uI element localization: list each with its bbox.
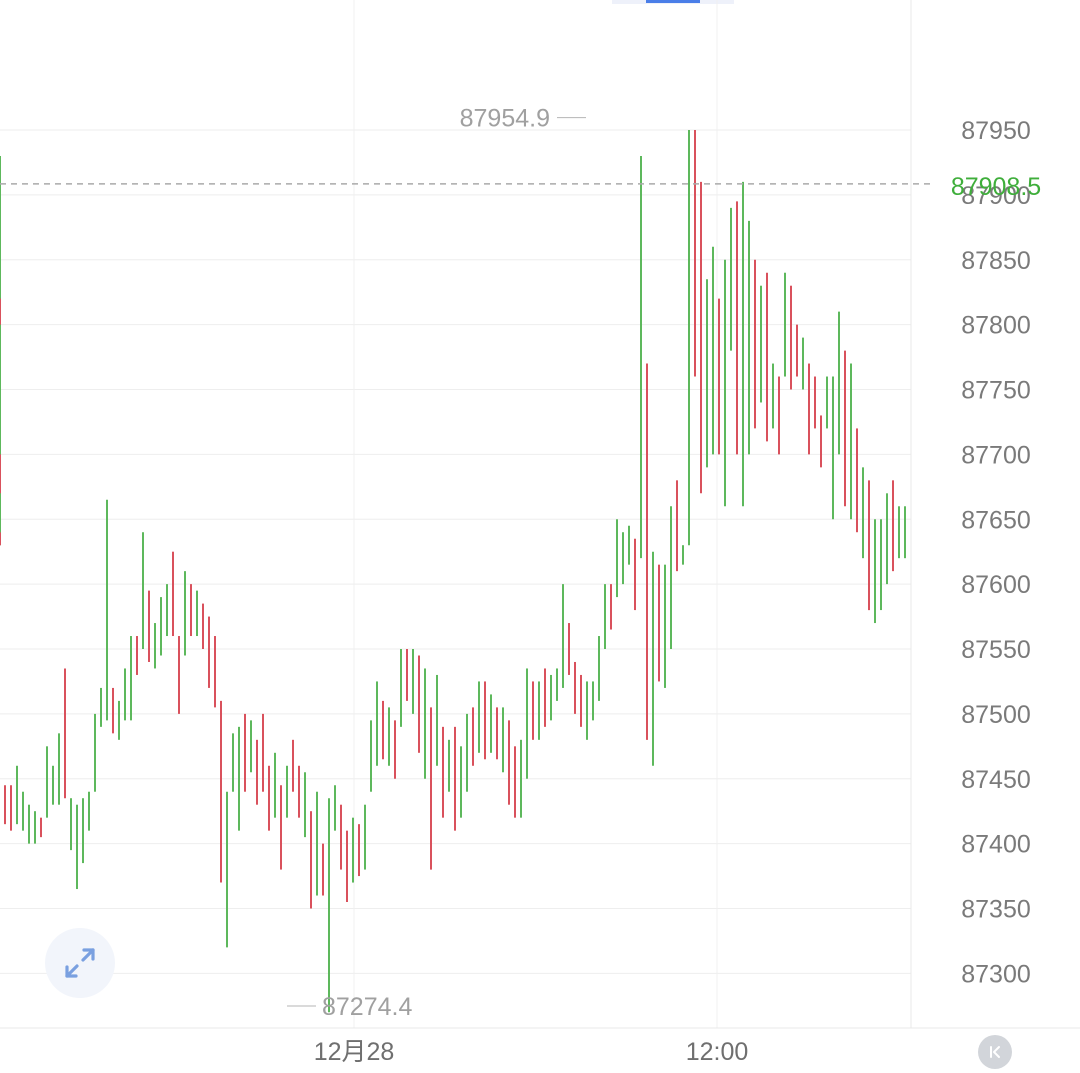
y-axis-ticks: 87300 87350 87400 87450 87500 87550 87600 87650… <box>961 117 1031 988</box>
y-tick-label: 87600 <box>961 571 1031 599</box>
x-axis-ticks: 12月28 12:00 <box>314 1038 749 1066</box>
y-tick-label: 87500 <box>961 701 1031 729</box>
expand-arrows-icon <box>65 948 95 978</box>
y-tick-label: 87850 <box>961 247 1031 275</box>
fullscreen-button[interactable] <box>45 928 115 998</box>
y-tick-label: 87300 <box>961 960 1031 988</box>
top-tab-indicator <box>646 0 700 3</box>
min-price-annotation: 87274.4 <box>322 993 412 1021</box>
y-tick-label: 87400 <box>961 831 1031 859</box>
skip-to-end-icon <box>990 1046 1000 1058</box>
y-tick-label: 87950 <box>961 117 1031 145</box>
y-tick-label: 87800 <box>961 312 1031 340</box>
y-tick-label: 87700 <box>961 441 1031 469</box>
max-price-annotation: 87954.9 <box>460 105 550 133</box>
grid-lines <box>0 0 1080 1029</box>
candlestick-series <box>0 130 906 1013</box>
y-tick-label: 87900 <box>961 182 1031 210</box>
x-tick-label: 12月28 <box>314 1038 395 1066</box>
y-tick-label: 87350 <box>961 896 1031 924</box>
y-tick-label: 87450 <box>961 766 1031 794</box>
y-tick-label: 87650 <box>961 506 1031 534</box>
y-tick-label: 87750 <box>961 377 1031 405</box>
x-tick-label: 12:00 <box>686 1038 749 1066</box>
last-price-label: 87908.5 <box>951 173 1041 201</box>
y-tick-label: 87550 <box>961 636 1031 664</box>
last-price-label-bg <box>930 161 1080 202</box>
scroll-to-latest-button[interactable] <box>978 1035 1012 1069</box>
